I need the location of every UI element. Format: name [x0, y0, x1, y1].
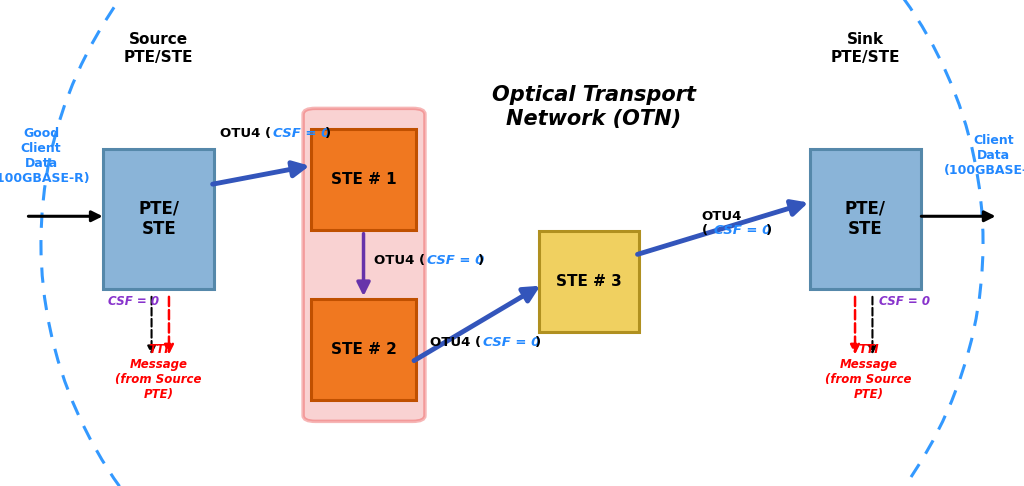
- Text: Optical Transport
Network (OTN): Optical Transport Network (OTN): [492, 86, 696, 128]
- Text: CSF = 0: CSF = 0: [714, 225, 771, 237]
- Text: ): ): [325, 127, 331, 140]
- FancyBboxPatch shape: [311, 129, 416, 230]
- Text: TTI
Message
(from Source
PTE): TTI Message (from Source PTE): [116, 343, 202, 400]
- Text: (: (: [701, 225, 708, 237]
- Text: PTE/
STE: PTE/ STE: [138, 199, 179, 238]
- Text: ): ): [535, 336, 541, 349]
- Text: STE # 1: STE # 1: [331, 173, 396, 187]
- Text: CSF = 0: CSF = 0: [108, 295, 159, 308]
- Text: OTU4 (: OTU4 (: [430, 336, 481, 349]
- Text: STE # 2: STE # 2: [331, 343, 396, 357]
- Text: Good
Client
Data
(100GBASE-R): Good Client Data (100GBASE-R): [0, 126, 91, 185]
- FancyBboxPatch shape: [539, 231, 639, 332]
- Text: CSF = 0: CSF = 0: [273, 127, 331, 140]
- FancyBboxPatch shape: [103, 149, 214, 289]
- FancyBboxPatch shape: [810, 149, 921, 289]
- FancyBboxPatch shape: [303, 108, 425, 421]
- Text: ): ): [478, 254, 484, 266]
- Text: CSF = 0: CSF = 0: [483, 336, 541, 349]
- Text: Sink
PTE/STE: Sink PTE/STE: [830, 33, 900, 65]
- Text: OTU4 (: OTU4 (: [220, 127, 271, 140]
- Text: ): ): [766, 225, 772, 237]
- Text: OTU4 (: OTU4 (: [374, 254, 425, 266]
- Text: OTU4: OTU4: [701, 210, 741, 223]
- Text: Client
Data
(100GBASE-R): Client Data (100GBASE-R): [943, 134, 1024, 177]
- Text: CSF = 0: CSF = 0: [879, 295, 930, 308]
- Text: CSF = 0: CSF = 0: [427, 254, 484, 266]
- Text: TTI
Message
(from Source
PTE): TTI Message (from Source PTE): [825, 343, 911, 400]
- Text: PTE/
STE: PTE/ STE: [845, 199, 886, 238]
- Text: STE # 3: STE # 3: [556, 275, 622, 289]
- Text: Source
PTE/STE: Source PTE/STE: [124, 33, 194, 65]
- FancyBboxPatch shape: [311, 299, 416, 400]
